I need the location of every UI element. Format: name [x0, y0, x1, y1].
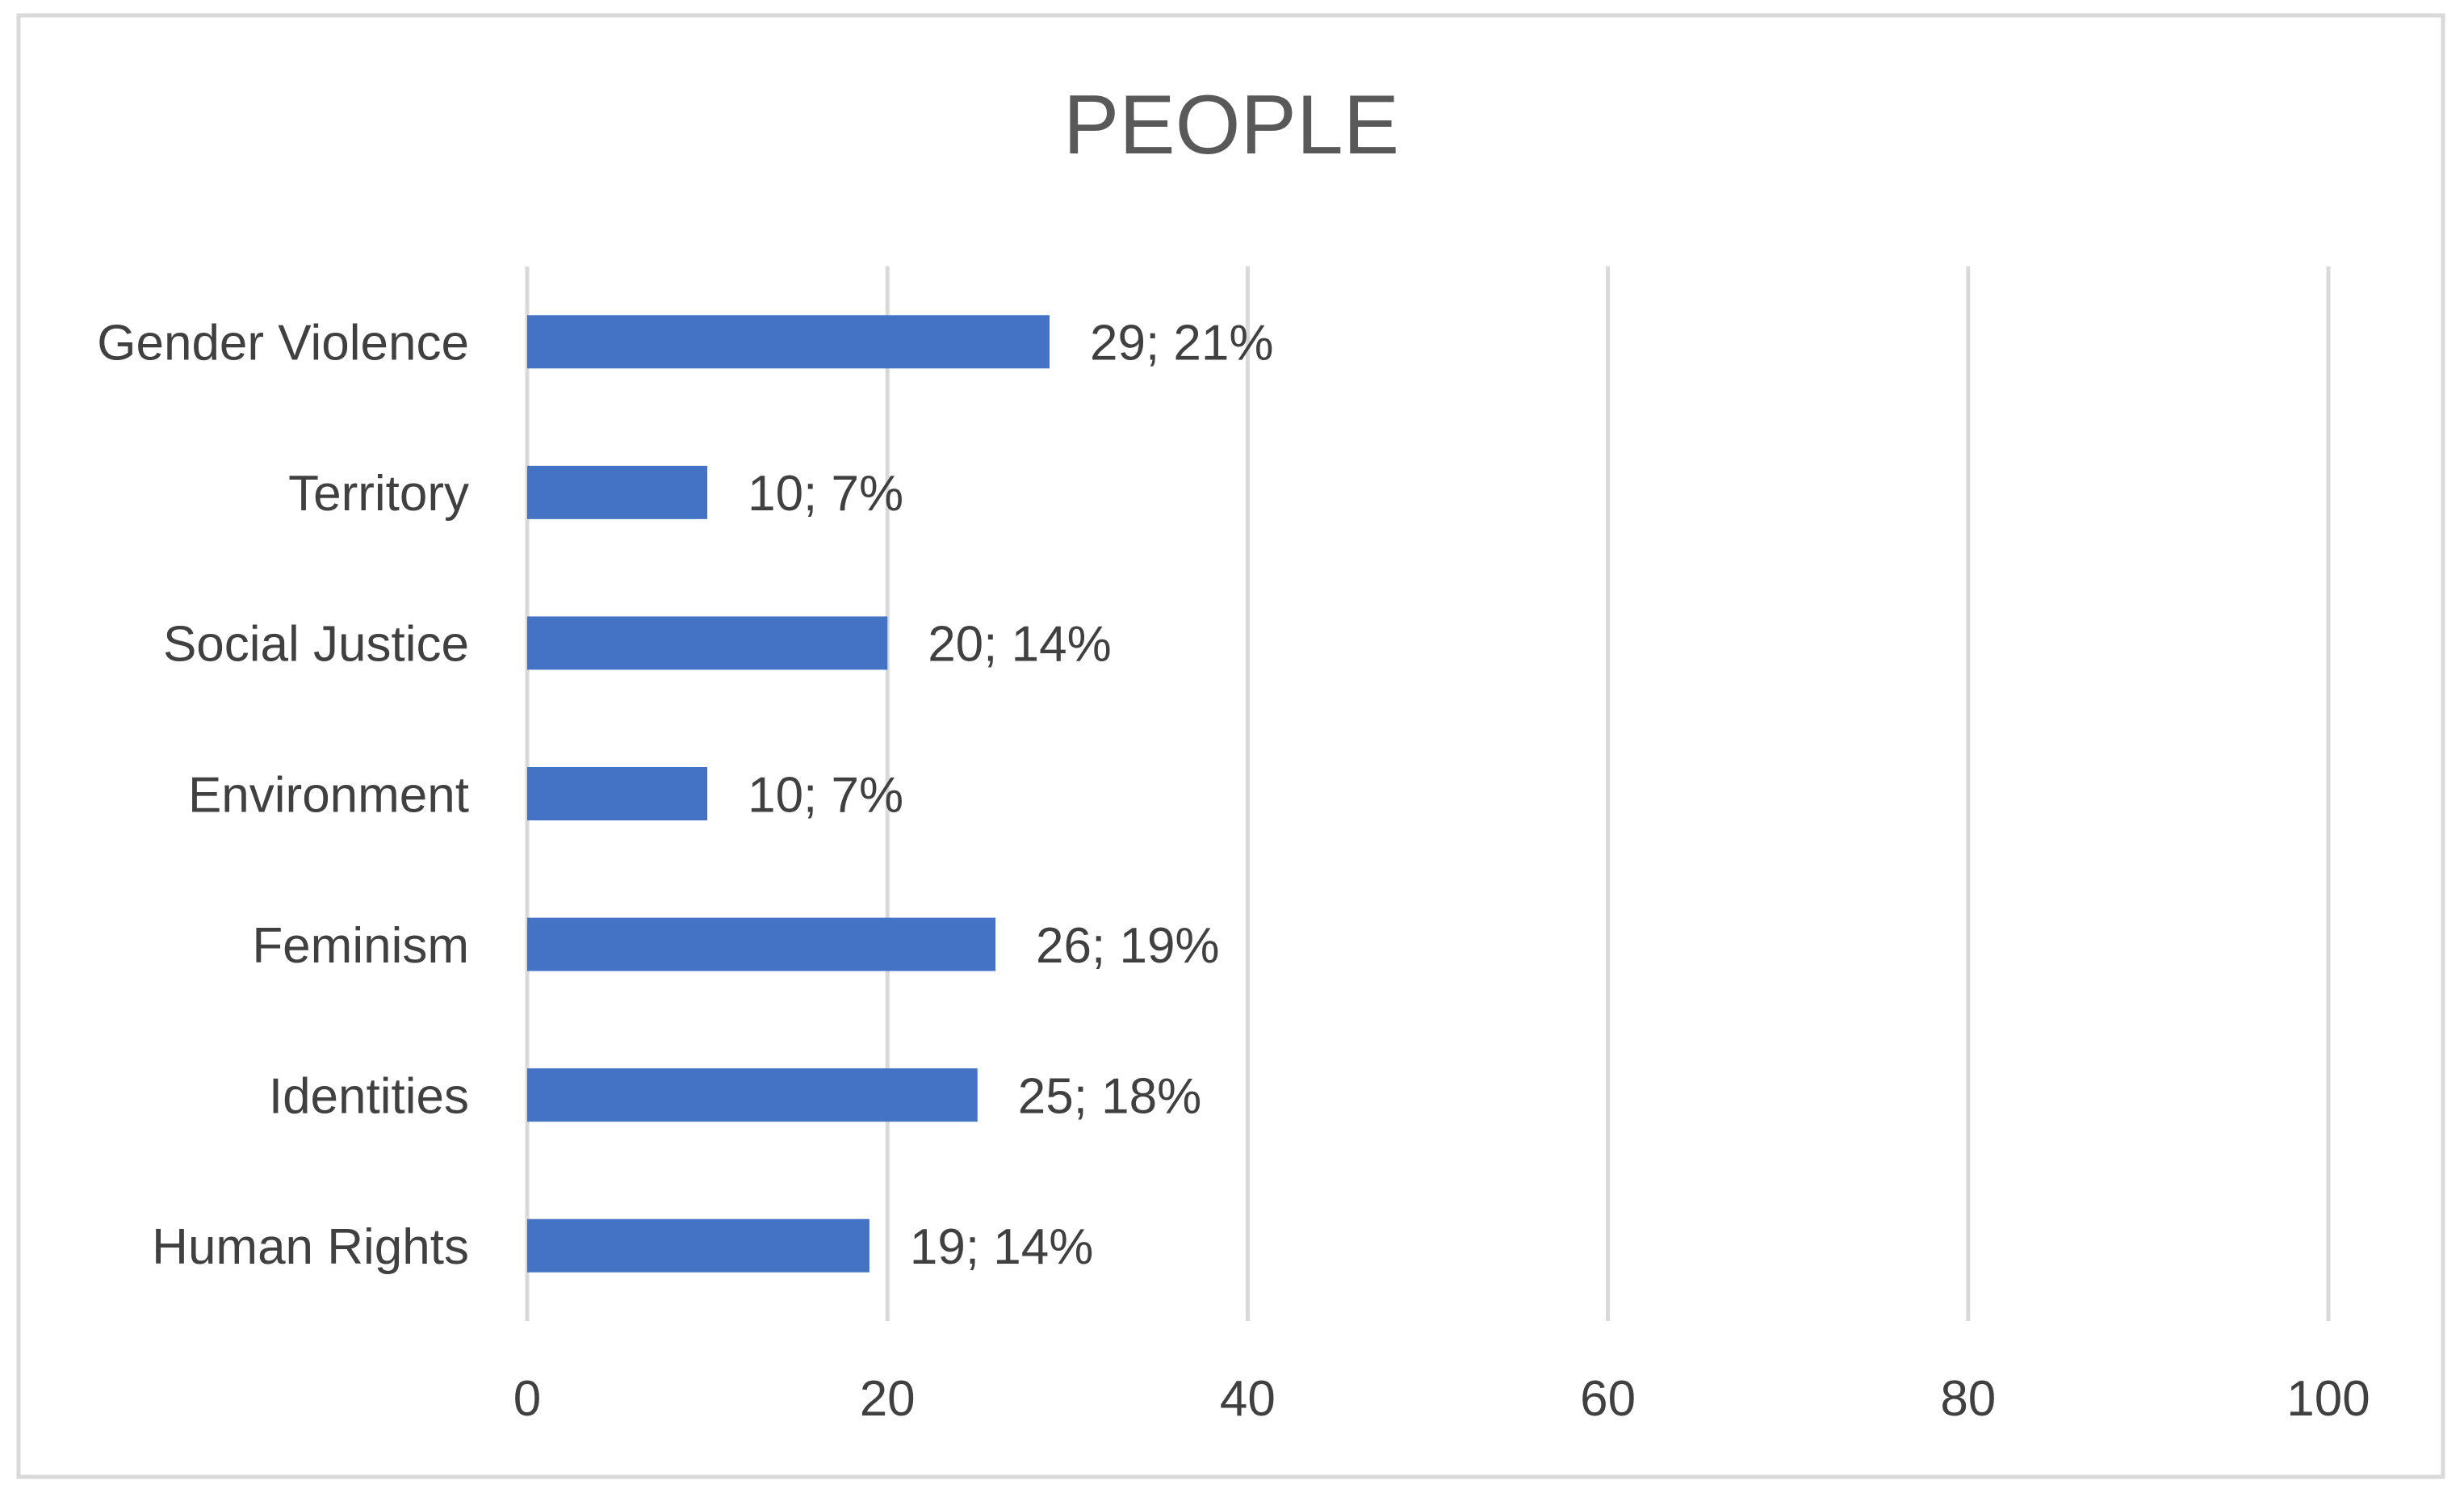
bar: [527, 1068, 978, 1122]
data-label: 10; 7%: [748, 466, 903, 522]
x-tick-label: 80: [1940, 1371, 1996, 1427]
category-label: Human Rights: [152, 1219, 469, 1275]
x-tick-label: 60: [1580, 1371, 1636, 1427]
category-label: Identities: [269, 1068, 469, 1124]
category-label: Territory: [288, 466, 469, 522]
data-label: 19; 14%: [910, 1219, 1094, 1275]
bar: [527, 315, 1050, 369]
bar: [527, 616, 888, 670]
bar: [527, 917, 996, 971]
bar: [527, 465, 708, 519]
data-label: 29; 21%: [1090, 316, 1274, 371]
category-label: Environment: [188, 767, 469, 823]
data-label: 20; 14%: [928, 617, 1112, 673]
data-label: 25; 18%: [1018, 1068, 1202, 1124]
x-tick-labels: 0 20 40 60 80 100: [513, 1371, 2370, 1427]
x-tick-label: 20: [860, 1371, 916, 1427]
bar: [527, 1218, 870, 1273]
category-label: Feminism: [252, 918, 469, 974]
data-labels: 29; 21% 10; 7% 20; 14% 10; 7% 26; 19% 25; 18%…: [748, 316, 1273, 1275]
x-tick-label: 40: [1220, 1371, 1276, 1427]
gridlines: [525, 266, 2331, 1321]
category-label: Gender Violence: [97, 316, 469, 371]
bar: [527, 767, 708, 820]
data-label: 10; 7%: [748, 767, 903, 823]
bars: [527, 315, 1050, 1273]
x-tick-label: 0: [513, 1371, 541, 1427]
x-tick-label: 100: [2286, 1371, 2370, 1427]
category-label: Social Justice: [163, 617, 469, 673]
data-label: 26; 19%: [1036, 918, 1220, 974]
category-labels: Gender Violence Territory Social Justice En…: [97, 316, 469, 1275]
chart-border: [16, 13, 2445, 1479]
chart-title: PEOPLE: [1063, 78, 1399, 172]
